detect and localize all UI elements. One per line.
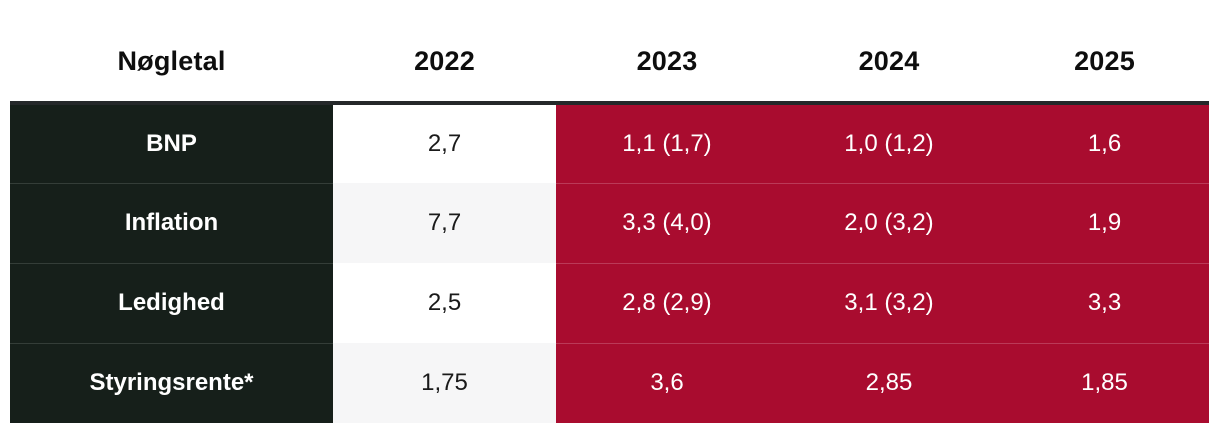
cell-ledighed-2022: 2,5 xyxy=(333,263,556,343)
cell-inflation-2022: 7,7 xyxy=(333,183,556,263)
key-figures-table: Nøgletal 2022 2023 2024 2025 BNP 2,7 1,1… xyxy=(10,0,1209,423)
row-label-bnp: BNP xyxy=(10,103,333,183)
cell-ledighed-2023: 2,8 (2,9) xyxy=(556,262,778,343)
column-header-2024: 2024 xyxy=(778,0,1000,105)
header-row: Nøgletal 2022 2023 2024 2025 xyxy=(10,0,1209,105)
table-row-inflation: Inflation 7,7 3,3 (4,0) 2,0 (3,2) 1,9 xyxy=(10,182,1209,263)
cell-bnp-2023: 1,1 (1,7) xyxy=(556,103,778,183)
row-label-inflation: Inflation xyxy=(10,182,333,263)
table-row-styringsrente: Styringsrente* 1,75 3,6 2,85 1,85 xyxy=(10,342,1209,423)
cell-styringsrente-2025: 1,85 xyxy=(1000,342,1209,423)
cell-inflation-2023: 3,3 (4,0) xyxy=(556,182,778,263)
cell-inflation-2024: 2,0 (3,2) xyxy=(778,182,1000,263)
column-header-2023: 2023 xyxy=(556,0,778,105)
cell-inflation-2025: 1,9 xyxy=(1000,182,1209,263)
cell-bnp-2024: 1,0 (1,2) xyxy=(778,103,1000,183)
row-label-ledighed: Ledighed xyxy=(10,262,333,343)
cell-ledighed-2024: 3,1 (3,2) xyxy=(778,262,1000,343)
table-row-ledighed: Ledighed 2,5 2,8 (2,9) 3,1 (3,2) 3,3 xyxy=(10,262,1209,343)
cell-ledighed-2025: 3,3 xyxy=(1000,262,1209,343)
cell-bnp-2022: 2,7 xyxy=(333,103,556,183)
cell-styringsrente-2024: 2,85 xyxy=(778,342,1000,423)
column-header-nogletal: Nøgletal xyxy=(10,0,333,105)
cell-styringsrente-2022: 1,75 xyxy=(333,343,556,423)
column-header-2022: 2022 xyxy=(333,0,556,105)
column-header-2025: 2025 xyxy=(1000,0,1209,105)
row-label-styringsrente: Styringsrente* xyxy=(10,342,333,423)
table-row-bnp: BNP 2,7 1,1 (1,7) 1,0 (1,2) 1,6 xyxy=(10,103,1209,183)
page: Nøgletal 2022 2023 2024 2025 BNP 2,7 1,1… xyxy=(10,0,1209,423)
cell-styringsrente-2023: 3,6 xyxy=(556,342,778,423)
cell-bnp-2025: 1,6 xyxy=(1000,103,1209,183)
